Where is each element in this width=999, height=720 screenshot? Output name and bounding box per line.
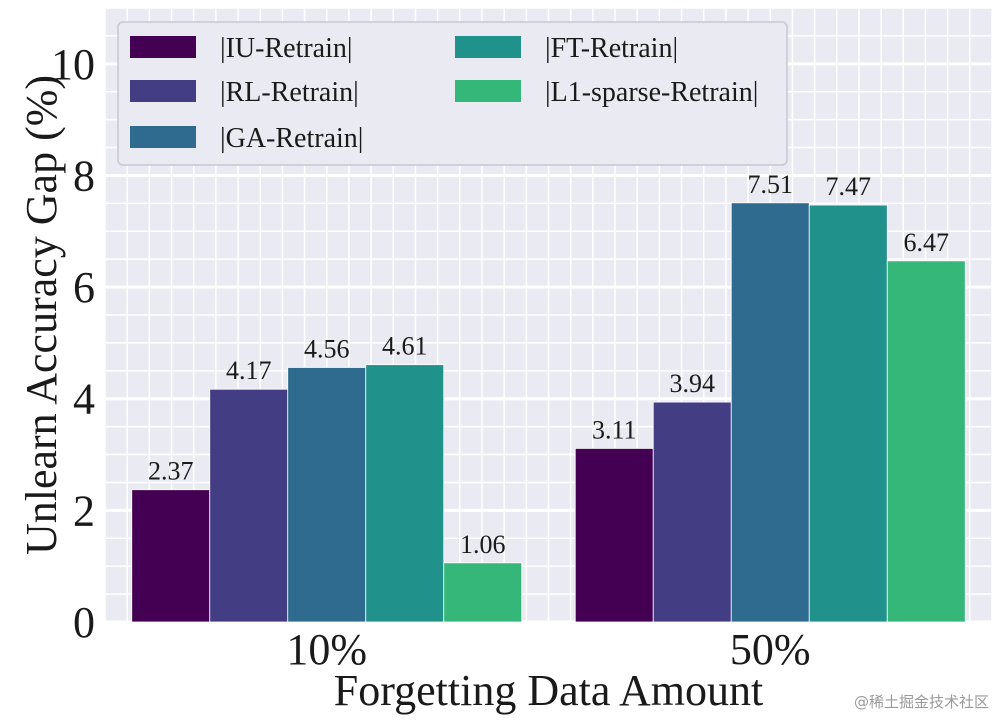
legend-box: [117, 21, 788, 166]
bar: [131, 489, 211, 623]
legend-label: |FT-Retrain|: [545, 33, 678, 64]
y-tick-label: 8: [73, 151, 95, 200]
bar-value-label: 3.94: [670, 369, 716, 398]
x-tick-label: 50%: [730, 625, 811, 674]
data-labels: 2.37 4.17 4.56 4.61 1.06 3.11 3.94 7.51 7.47 6.47: [148, 170, 949, 559]
bar: [730, 202, 810, 623]
watermark: @稀土掘金技术社区: [853, 693, 989, 711]
legend-label: |RL-Retrain|: [220, 77, 359, 108]
bar: [365, 364, 445, 623]
bar: [209, 388, 289, 623]
bar-value-label: 1.06: [460, 530, 506, 559]
x-axis-label: Forgetting Data Amount: [334, 666, 763, 715]
bar: [808, 204, 888, 623]
bar-value-label: 4.61: [382, 332, 428, 361]
bar-value-label: 2.37: [148, 457, 194, 486]
bar: [886, 260, 966, 623]
bar-value-label: 4.56: [304, 334, 350, 363]
legend-swatch: [130, 126, 196, 148]
y-tick-label: 2: [73, 486, 95, 535]
bar-value-label: 6.47: [904, 228, 950, 257]
y-tick-label: 10: [51, 40, 95, 89]
bar: [443, 562, 523, 623]
legend-swatch: [130, 80, 196, 102]
legend-swatch: [455, 80, 521, 102]
bar-value-label: 4.17: [226, 356, 272, 385]
legend: |IU-Retrain| |RL-Retrain| |GA-Retrain| |FT-…: [117, 21, 788, 166]
legend-swatch: [455, 36, 521, 58]
y-ticks: 0 2 4 6 8 10: [51, 40, 95, 647]
y-tick-label: 6: [73, 263, 95, 312]
bar-value-label: 7.47: [826, 172, 872, 201]
legend-swatch: [130, 36, 196, 58]
bar-value-label: 3.11: [592, 415, 637, 444]
bars: [131, 202, 966, 623]
bar-value-label: 7.51: [748, 170, 794, 199]
legend-label: |IU-Retrain|: [220, 33, 353, 64]
bar: [287, 367, 367, 623]
x-ticks: 10% 50%: [286, 625, 810, 674]
y-tick-label: 0: [73, 598, 95, 647]
legend-label: |GA-Retrain|: [220, 123, 363, 154]
y-axis-label: Unlearn Accuracy Gap (%): [17, 75, 66, 555]
x-tick-label: 10%: [286, 625, 367, 674]
bar: [574, 448, 654, 623]
y-tick-label: 4: [73, 375, 95, 424]
legend-label: |L1-sparse-Retrain|: [545, 77, 758, 108]
bar: [652, 401, 732, 623]
